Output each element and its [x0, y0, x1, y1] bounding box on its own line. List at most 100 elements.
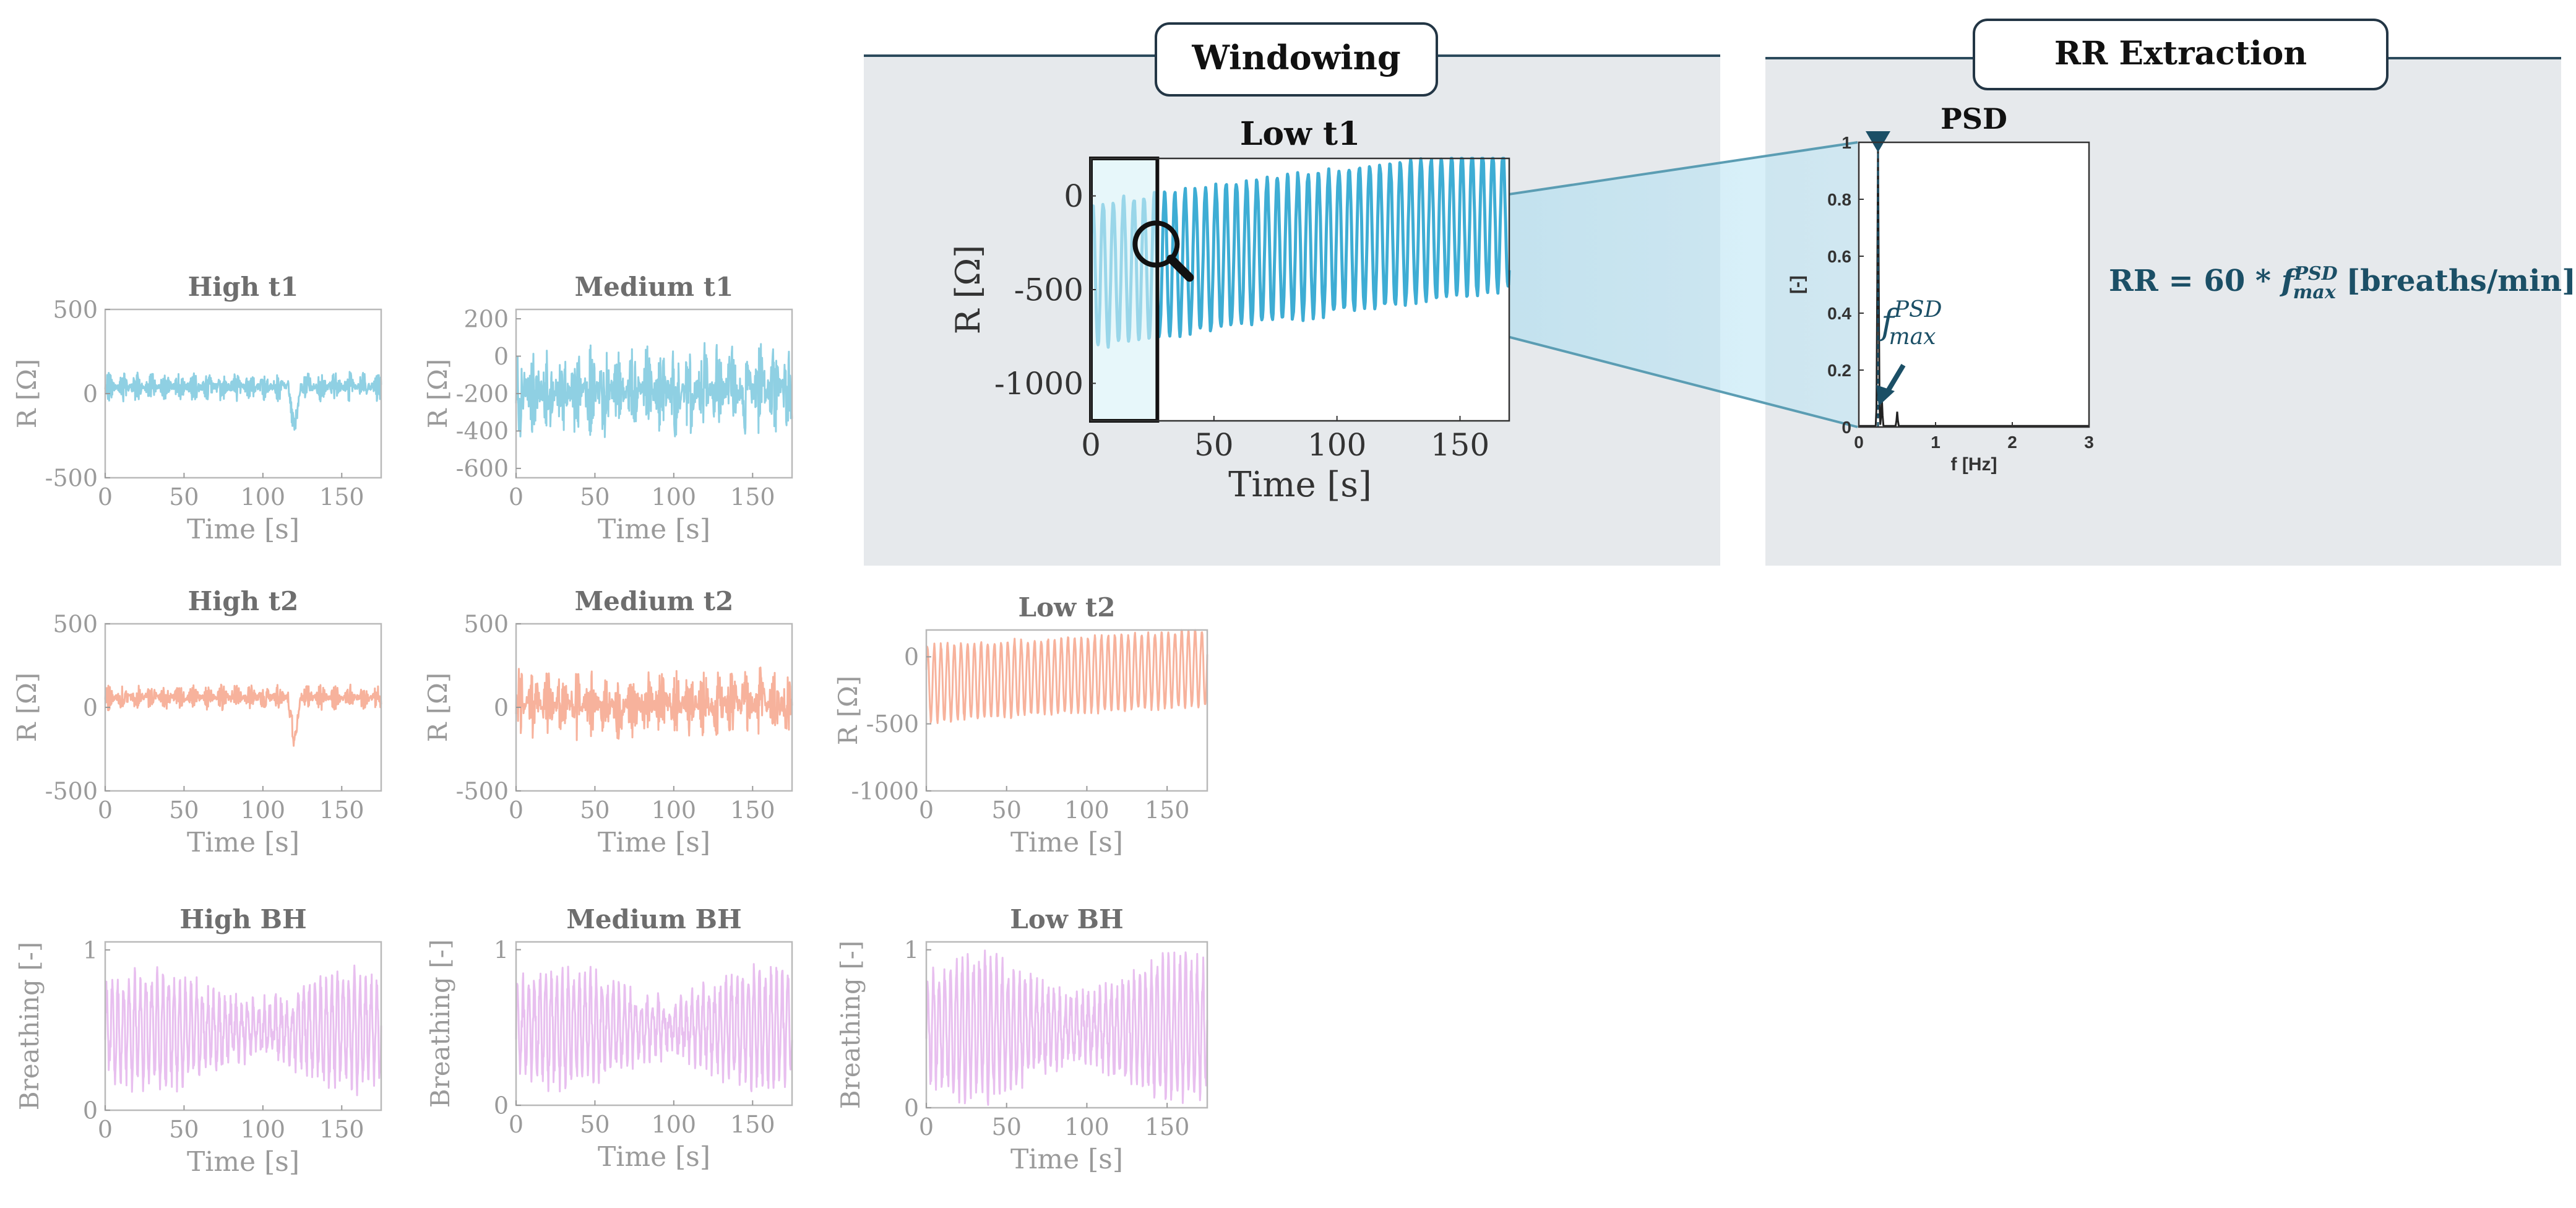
- x-axis-label: Time [s]: [1010, 1144, 1123, 1175]
- y-tick-label: 0: [1842, 418, 1851, 437]
- y-tick-label: 0.6: [1827, 247, 1851, 266]
- y-tick-label: 0: [83, 694, 98, 721]
- x-tick-label: 150: [1145, 796, 1190, 824]
- x-tick-label: 0: [98, 483, 113, 511]
- magnifier-icon: [1132, 220, 1180, 268]
- x-tick-label: 1: [1931, 433, 1941, 452]
- y-tick-label: 1: [904, 936, 919, 964]
- y-tick-label: -500: [866, 710, 919, 738]
- chart-medium_t1: 0 50 100 150 200 0 -200 -400 -600 Medium t1 Time […: [423, 272, 793, 545]
- windowing-title: Windowing: [1191, 38, 1400, 77]
- series-low_bh: [925, 949, 1208, 1106]
- chart-title: High BH: [179, 904, 306, 934]
- y-tick-label: 0.2: [1827, 361, 1851, 380]
- y-tick-label: -1000: [851, 777, 919, 805]
- axes-frame: [925, 941, 1208, 1109]
- x-tick-label: 150: [319, 796, 364, 824]
- chart-low_t1: 0 50 100 150 0 -500 -1000 Low t1 Time [s] R [Ω]: [949, 115, 1511, 505]
- y-tick-label: 500: [53, 296, 98, 323]
- axes-frame: [104, 941, 382, 1111]
- y-axis-label: R [Ω]: [949, 245, 988, 335]
- x-axis-label: Time [s]: [1228, 465, 1372, 505]
- chart-title: Low BH: [1010, 904, 1124, 934]
- y-tick-label: 0: [83, 380, 98, 407]
- y-tick-label: -500: [45, 777, 98, 805]
- x-tick-label: 0: [509, 483, 523, 511]
- x-tick-label: 150: [730, 796, 775, 824]
- x-tick-label: 150: [319, 1116, 364, 1143]
- x-tick-label: 50: [580, 483, 610, 511]
- windowing-title-box: [1155, 22, 1438, 97]
- rr-title: RR Extraction: [2054, 35, 2307, 72]
- y-tick-label: -500: [45, 464, 98, 491]
- y-axis-label: [-]: [1787, 275, 1807, 294]
- x-tick-label: 0: [509, 1111, 523, 1138]
- x-tick-label: 150: [319, 483, 364, 511]
- x-tick-label: 3: [2084, 433, 2094, 452]
- chart-title: Low t2: [1019, 592, 1116, 623]
- y-tick-label: 0: [1064, 178, 1083, 214]
- formula-rhs: [breaths/min]: [2336, 264, 2576, 298]
- plot-area: [105, 624, 381, 791]
- x-tick-label: 0: [98, 796, 113, 824]
- y-tick-label: -200: [456, 380, 509, 407]
- chart-title: Medium t1: [575, 272, 734, 302]
- series-high_t1: [104, 371, 382, 431]
- y-axis-label: R [Ω]: [423, 359, 453, 429]
- chart-title: PSD: [1941, 102, 2007, 136]
- series-low_t1: [1089, 157, 1511, 349]
- formula-lhs: RR = 60 *: [2109, 264, 2281, 298]
- y-axis-label: Breathing [-]: [835, 941, 866, 1109]
- plot-area: [105, 309, 381, 478]
- rr-formula: RR = 60 * fPSD max [breaths/min]: [2109, 263, 2576, 303]
- chart-title: High t2: [188, 586, 299, 616]
- series-high_bh: [104, 964, 382, 1097]
- x-tick-label: 150: [730, 483, 775, 511]
- chart-title: High t1: [188, 272, 299, 302]
- series-medium_bh: [515, 963, 793, 1093]
- formula-sub: max: [2293, 282, 2337, 303]
- x-tick-label: 100: [652, 483, 697, 511]
- y-tick-label: 0: [494, 343, 509, 370]
- x-tick-label: 0: [98, 1116, 113, 1143]
- axes-frame: [925, 629, 1208, 792]
- y-tick-label: 500: [463, 610, 509, 637]
- series-medium_t1: [515, 342, 793, 438]
- x-tick-label: 0: [1081, 427, 1101, 463]
- y-tick-label: 0.8: [1827, 190, 1851, 209]
- fmax-sub: max: [1889, 324, 1936, 350]
- x-axis-label: Time [s]: [187, 827, 299, 858]
- x-tick-label: 100: [1064, 796, 1109, 824]
- x-tick-label: 150: [1431, 427, 1489, 463]
- x-tick-label: 100: [1064, 1113, 1109, 1141]
- y-tick-label: -600: [456, 455, 509, 482]
- y-tick-label: 1: [83, 936, 98, 964]
- y-tick-label: 0: [494, 1092, 509, 1119]
- y-tick-label: 0: [83, 1097, 98, 1124]
- fmax-sup: PSD: [1893, 297, 1942, 322]
- x-tick-label: 100: [241, 796, 286, 824]
- fmax-arrow-head: [1876, 385, 1895, 406]
- x-tick-label: 0: [919, 1113, 934, 1141]
- y-axis-label: R [Ω]: [12, 673, 42, 743]
- x-axis-label: Time [s]: [598, 514, 710, 545]
- x-tick-label: 50: [580, 796, 610, 824]
- x-tick-label: 150: [1145, 1113, 1190, 1141]
- x-tick-label: 50: [1194, 427, 1234, 463]
- x-tick-label: 100: [652, 1111, 697, 1138]
- y-tick-label: 500: [53, 610, 98, 637]
- series-high_t2: [104, 683, 382, 747]
- x-tick-label: 2: [2007, 433, 2017, 452]
- y-tick-label: 0.4: [1827, 304, 1851, 323]
- chart-title: Low t1: [1240, 115, 1360, 153]
- y-axis-label: R [Ω]: [12, 359, 42, 429]
- y-tick-label: 0: [904, 644, 919, 671]
- formula-sup: PSD: [2293, 263, 2337, 285]
- y-axis-label: R [Ω]: [423, 673, 453, 743]
- rr-title-box: [1973, 19, 2389, 90]
- y-tick-label: -400: [456, 418, 509, 445]
